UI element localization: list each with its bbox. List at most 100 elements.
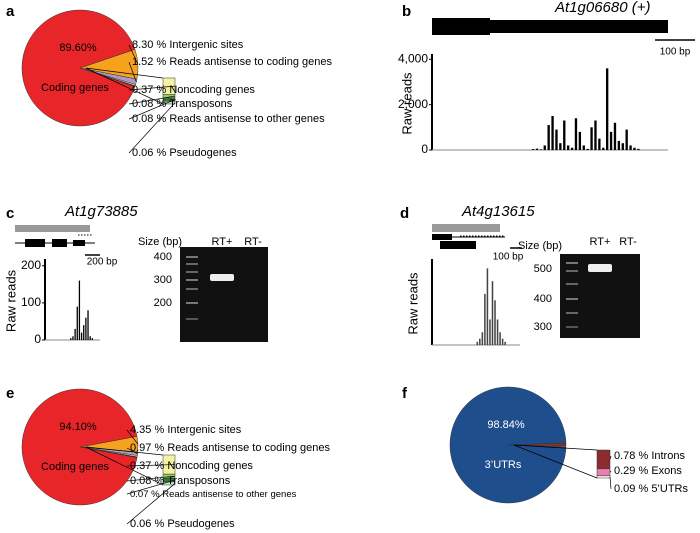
slice-value-label: 0.37 % <box>132 84 166 96</box>
coverage-bar <box>72 336 74 340</box>
slice-category-label: Reads antisense to other genes <box>162 489 296 500</box>
coverage-bar <box>578 131 582 150</box>
slice-value-label: 0.06 % <box>130 518 164 530</box>
gene-model <box>432 18 695 41</box>
coverage-bar <box>547 125 550 150</box>
y-tick-label: 4,000 <box>398 51 428 65</box>
slice-label: 0.29 % Exons <box>614 465 682 477</box>
slice-label: 0.37 % Noncoding genes <box>132 84 255 96</box>
zoom-connector <box>85 446 164 456</box>
slice-label: 0.06 % Pseudogenes <box>130 518 235 530</box>
gel-size-label: Size (bp) <box>518 240 562 252</box>
ladder-label: 300 <box>534 321 552 333</box>
pie-slice <box>21 388 138 506</box>
slice-value-label: 0.37 % <box>130 460 164 472</box>
coverage-bar <box>70 338 72 340</box>
coverage-bar <box>80 332 83 340</box>
coverage-bar <box>574 118 578 150</box>
leader-line <box>128 85 176 91</box>
coverage-bar <box>625 129 628 150</box>
panel-label: a <box>6 3 15 20</box>
coverage-bar <box>594 120 597 150</box>
y-tick-label: 0 <box>34 332 41 346</box>
slice-category-label: Intergenic sites <box>169 39 243 51</box>
coverage-bar <box>633 147 636 150</box>
slice-label: 1.52 % Reads antisense to coding genes <box>132 56 332 68</box>
leader-line <box>128 99 176 120</box>
scale-label: 100 bp <box>493 252 524 263</box>
leader-line <box>128 95 176 105</box>
slice-value-label: 0.09 % <box>614 483 648 495</box>
coverage-bar <box>606 68 609 150</box>
zoom-segment <box>596 449 611 470</box>
y-tick-label: 2,000 <box>398 97 428 111</box>
scale-label: 200 bp <box>87 257 118 268</box>
coverage-bar <box>543 145 546 150</box>
coverage-bar <box>489 319 491 345</box>
coverage-bar <box>582 145 585 150</box>
coverage-bar <box>570 147 574 150</box>
scale-label: 100 bp <box>660 47 691 58</box>
gene-model <box>432 224 522 249</box>
coverage-bar <box>621 143 624 150</box>
slice-category-label: Transposons <box>167 475 231 487</box>
gene-title: At4g13615 <box>461 203 535 220</box>
panel-label: c <box>6 205 14 222</box>
coverage-bar <box>479 338 481 345</box>
coverage-bar <box>590 127 593 150</box>
gel-image <box>560 254 640 338</box>
coverage-bar <box>551 115 554 150</box>
slice-category-label: Introns <box>651 450 685 462</box>
slice-value-label: 0.08 % <box>132 98 166 110</box>
coverage-bar <box>496 319 499 345</box>
coverage-bar <box>555 129 558 150</box>
zoom-connector <box>513 444 598 451</box>
gel-size-label: Size (bp) <box>138 236 182 248</box>
leader-line <box>128 61 137 83</box>
coverage-bar <box>539 149 543 150</box>
leader-line <box>128 102 176 154</box>
coverage-bar <box>563 120 566 150</box>
slice-category-label: Pseudogenes <box>167 518 235 530</box>
coverage-bar <box>531 149 535 150</box>
leader-line <box>126 464 176 467</box>
slice-category-label: Coding genes <box>41 82 109 94</box>
slice-label: 0.97 % Reads antisense to coding genes <box>130 442 330 454</box>
coverage-bar <box>486 268 489 345</box>
leader-line <box>126 475 176 482</box>
zoom-connector <box>85 67 164 79</box>
panel-label: b <box>402 3 411 20</box>
pie-slice <box>449 386 567 504</box>
panel-label: f <box>402 385 408 402</box>
y-tick-label: 0 <box>421 142 428 156</box>
coverage-bar <box>89 336 91 340</box>
slice-category-label: Intergenic sites <box>167 424 241 436</box>
slice-category-label: 5’UTRs <box>651 483 688 495</box>
coverage-bar <box>637 148 640 150</box>
coverage-bar <box>613 122 617 150</box>
leader-line <box>126 429 139 445</box>
y-tick-label: 200 <box>21 258 41 272</box>
zoom-connector <box>513 444 598 479</box>
coverage-bar <box>78 280 81 340</box>
lane-label: RT- <box>619 236 637 248</box>
lane-label: RT- <box>244 236 262 248</box>
y-tick-label: 100 <box>21 295 41 309</box>
slice-value-label: 94.10% <box>59 421 97 433</box>
slice-value-label: 98.84% <box>487 419 525 431</box>
slice-label: 0.37 % Noncoding genes <box>130 460 253 472</box>
leader-line <box>126 479 176 495</box>
slice-value-label: 0.97 % <box>130 442 164 454</box>
coverage-bar <box>83 325 85 340</box>
y-axis-label: Raw reads <box>3 269 18 332</box>
coverage-bar <box>609 131 613 150</box>
slice-label: 0.08 % Transposons <box>130 475 231 487</box>
ladder-label: 400 <box>534 293 552 305</box>
slice-category-label: Reads antisense to coding genes <box>167 442 330 454</box>
slice-value-label: 0.78 % <box>614 450 648 462</box>
leader-line <box>609 470 612 473</box>
leader-line <box>128 44 139 65</box>
coverage-bar <box>586 148 589 150</box>
coverage-bar <box>494 300 496 345</box>
slice-category-label: Noncoding genes <box>169 84 255 96</box>
